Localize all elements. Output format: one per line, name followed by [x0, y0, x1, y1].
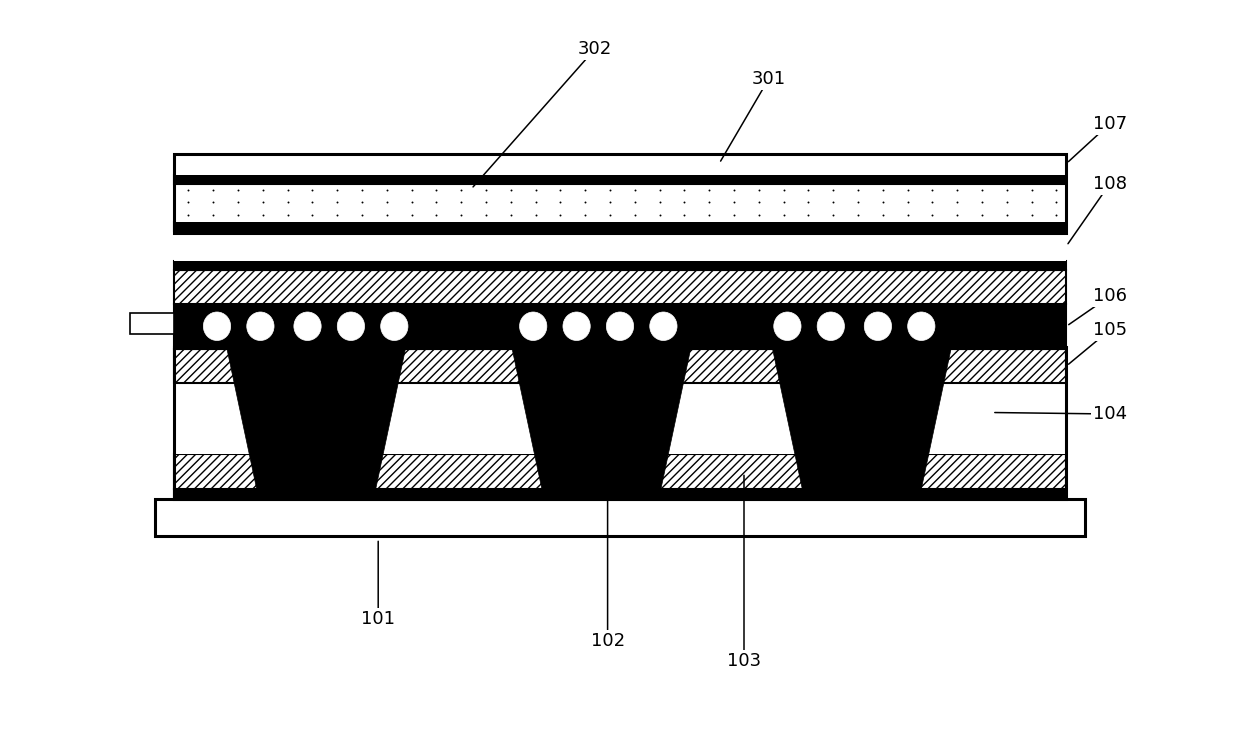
Ellipse shape — [381, 312, 408, 340]
Text: 301: 301 — [751, 70, 786, 88]
Text: 104: 104 — [1092, 405, 1127, 423]
Ellipse shape — [606, 312, 634, 340]
Bar — [174, 489, 1066, 499]
Bar — [174, 175, 1066, 184]
Bar — [174, 382, 1066, 454]
Polygon shape — [227, 349, 405, 489]
Bar — [155, 499, 1085, 536]
Bar — [174, 154, 1066, 233]
Text: 106: 106 — [1092, 287, 1127, 305]
Bar — [174, 231, 1066, 261]
Bar — [174, 454, 1066, 489]
Bar — [174, 261, 1066, 270]
Bar — [174, 270, 1066, 304]
Text: 103: 103 — [727, 652, 761, 670]
Ellipse shape — [520, 312, 547, 340]
Ellipse shape — [774, 312, 801, 340]
Ellipse shape — [294, 312, 321, 340]
Ellipse shape — [203, 312, 231, 340]
Bar — [174, 304, 1066, 349]
Bar — [130, 313, 174, 334]
Bar — [174, 349, 1066, 382]
Ellipse shape — [247, 312, 274, 340]
Text: 105: 105 — [1092, 321, 1127, 339]
Bar — [174, 347, 1066, 499]
Ellipse shape — [817, 312, 844, 340]
Ellipse shape — [563, 312, 590, 340]
Polygon shape — [773, 349, 951, 489]
Text: 102: 102 — [590, 632, 625, 650]
Ellipse shape — [337, 312, 365, 340]
Text: 108: 108 — [1092, 175, 1127, 193]
Polygon shape — [512, 349, 691, 489]
Ellipse shape — [864, 312, 892, 340]
Ellipse shape — [650, 312, 677, 340]
Bar — [174, 184, 1066, 222]
Text: 107: 107 — [1092, 115, 1127, 133]
Ellipse shape — [908, 312, 935, 340]
Text: 101: 101 — [361, 610, 396, 628]
Text: 302: 302 — [578, 40, 613, 58]
Bar — [174, 158, 1066, 175]
Bar — [174, 222, 1066, 231]
